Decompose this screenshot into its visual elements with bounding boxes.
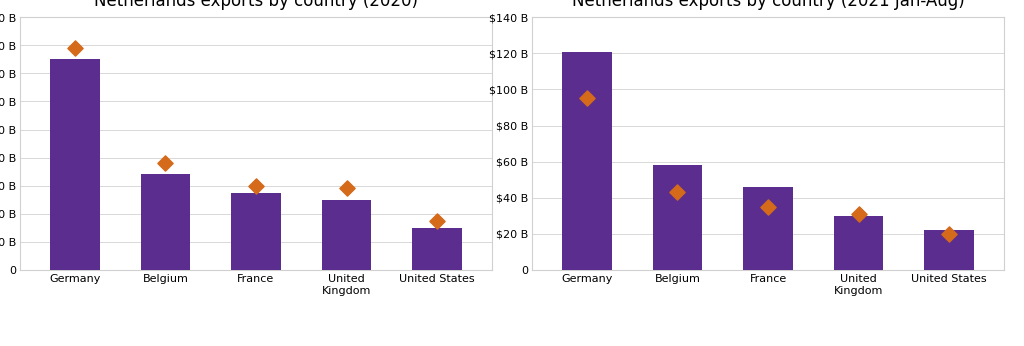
- Point: [850, 211, 866, 217]
- Point: [248, 183, 264, 189]
- Bar: [562, 52, 611, 270]
- Bar: [413, 228, 462, 270]
- Point: [67, 45, 83, 51]
- Point: [579, 96, 595, 101]
- Bar: [50, 60, 99, 270]
- Bar: [834, 216, 884, 270]
- Point: [941, 231, 957, 237]
- Point: [338, 186, 354, 191]
- Point: [670, 190, 686, 195]
- Bar: [743, 187, 793, 270]
- Point: [429, 218, 445, 224]
- Point: [760, 204, 776, 210]
- Title: Netherlands exports by country (2021 Jan-Aug): Netherlands exports by country (2021 Jan…: [571, 0, 965, 10]
- Point: [158, 161, 174, 166]
- Bar: [322, 200, 372, 270]
- Title: Netherlands exports by country (2020): Netherlands exports by country (2020): [94, 0, 418, 10]
- Bar: [652, 165, 702, 270]
- Bar: [231, 193, 281, 270]
- Bar: [925, 230, 974, 270]
- Bar: [140, 174, 190, 270]
